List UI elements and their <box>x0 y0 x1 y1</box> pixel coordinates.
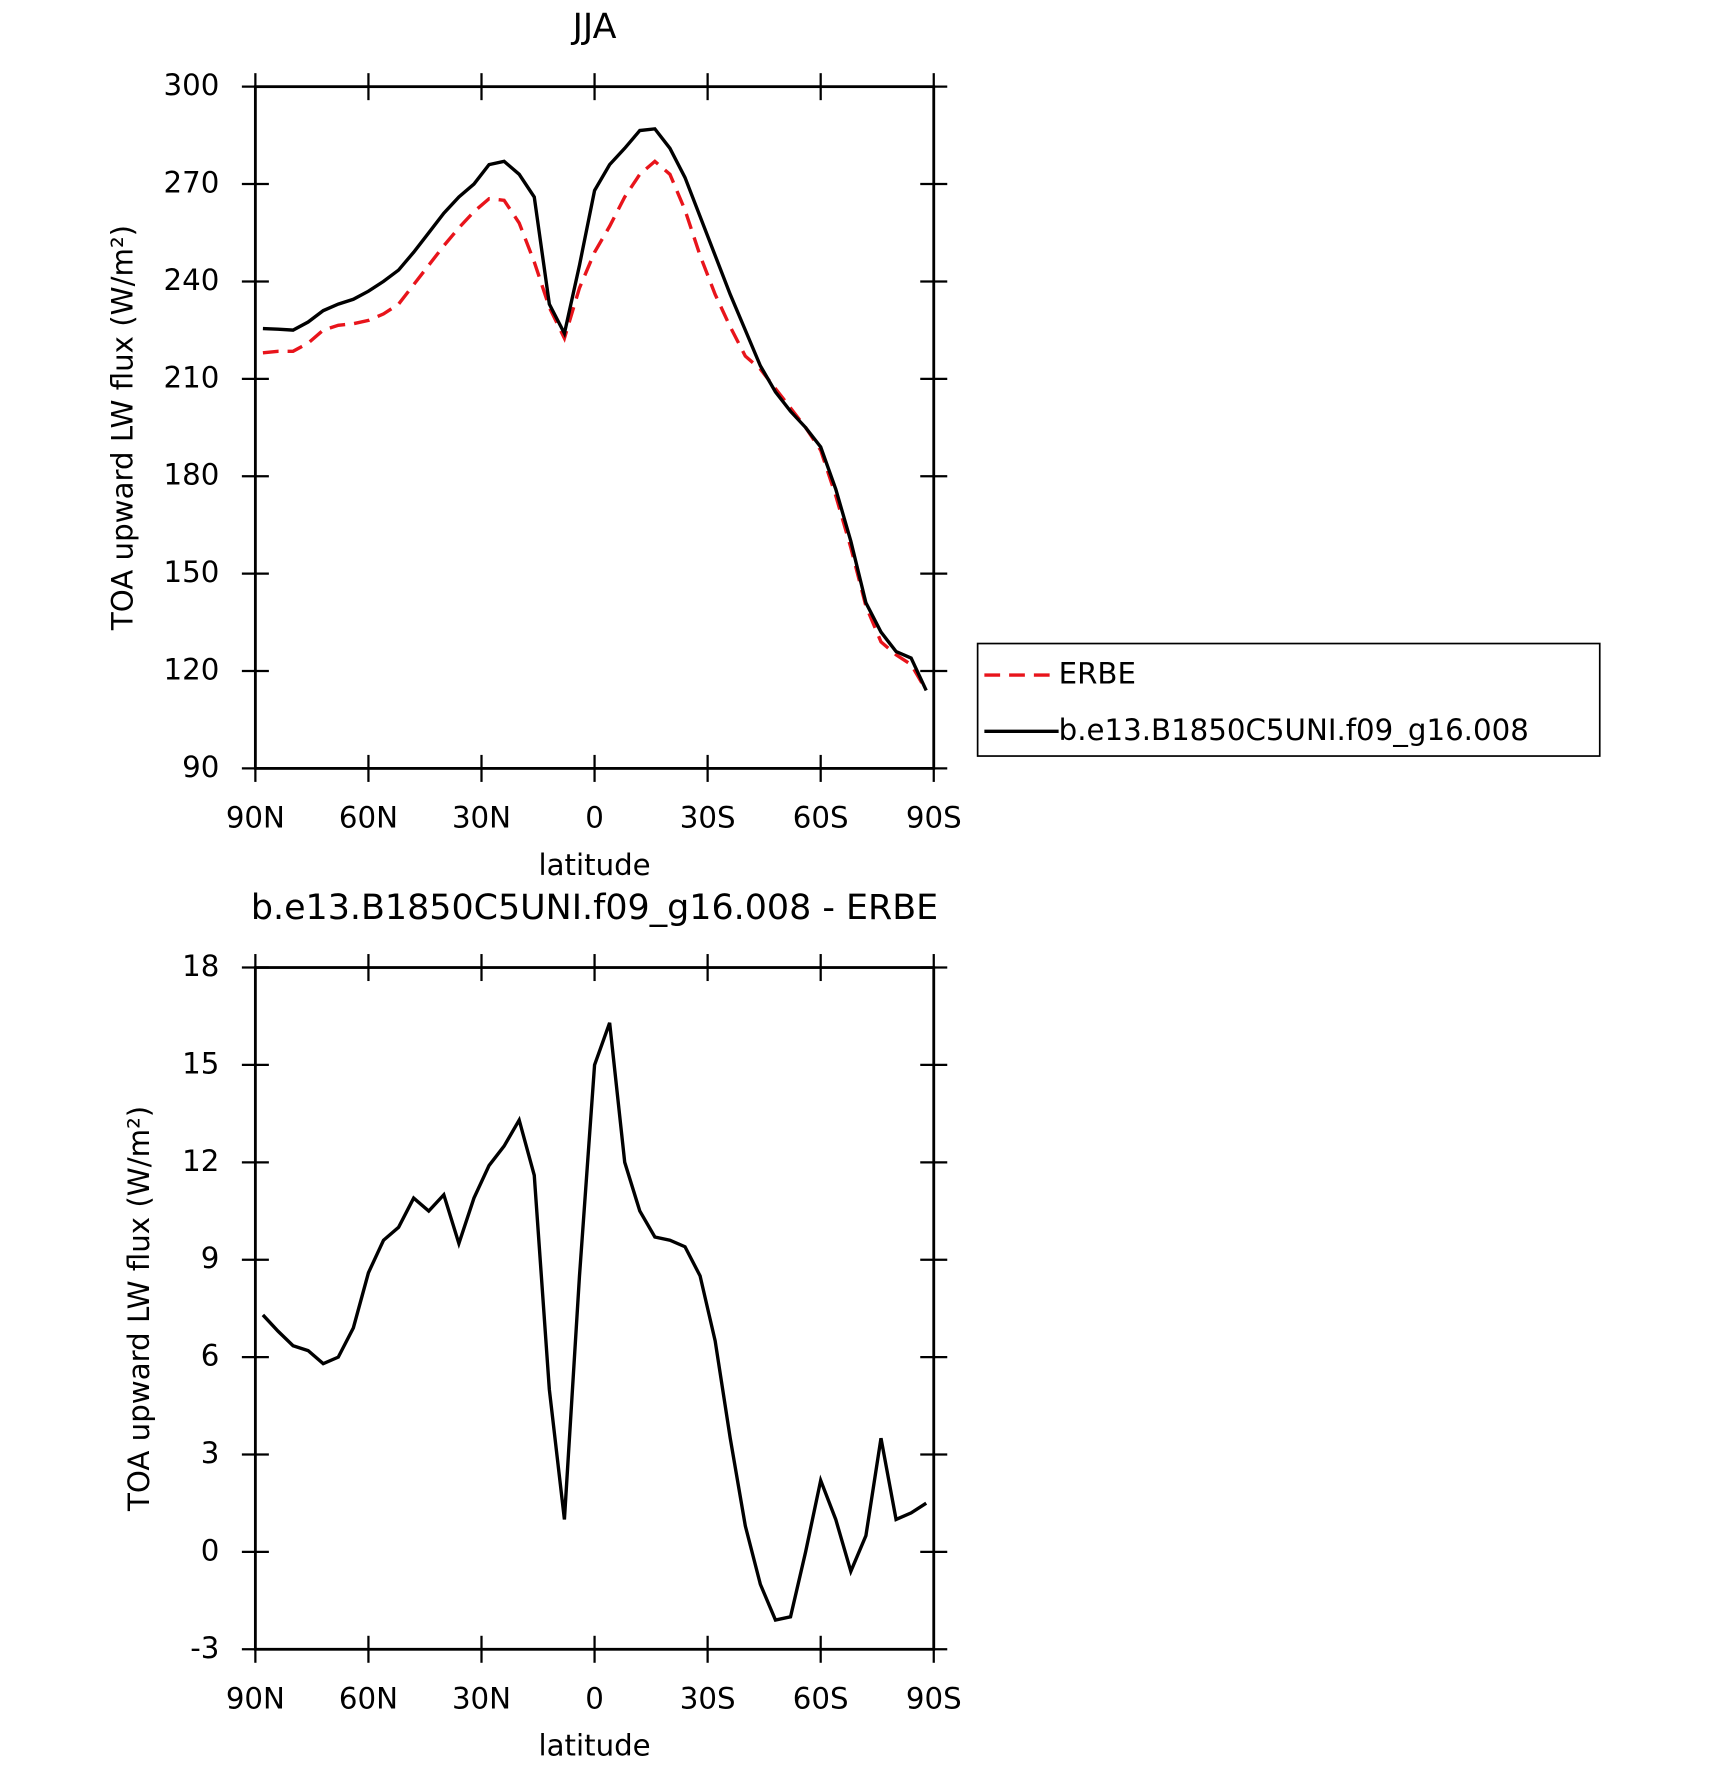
y-tick-label: 120 <box>164 653 220 687</box>
y-tick-label: 150 <box>164 555 220 589</box>
x-axis-label: latitude <box>538 1729 650 1763</box>
x-axis-label: latitude <box>538 848 650 882</box>
x-tick-label: 60S <box>793 1681 849 1715</box>
x-tick-label: 60S <box>793 801 849 835</box>
chart-title: b.e13.B1850C5UNI.f09_g16.008 - ERBE <box>251 888 938 928</box>
data-line <box>261 1022 928 1622</box>
chart-title: JJA <box>571 7 617 47</box>
y-tick-label: 300 <box>164 68 220 102</box>
x-tick-label: 30N <box>452 801 511 835</box>
y-axis-label: TOA upward LW flux (W/m²) <box>105 225 139 631</box>
x-tick-label: 30N <box>452 1681 511 1715</box>
y-tick-label: 180 <box>164 458 220 492</box>
y-tick-label: 0 <box>201 1533 220 1567</box>
data-line <box>262 127 928 692</box>
legend-label: b.e13.B1850C5UNI.f09_g16.008 <box>1059 713 1529 747</box>
y-tick-label: 18 <box>182 949 219 983</box>
y-tick-label: 90 <box>182 750 219 784</box>
legend-box <box>976 642 1601 757</box>
y-axis-label: TOA upward LW flux (W/m²) <box>122 1106 156 1512</box>
x-tick-label: 90S <box>906 1681 962 1715</box>
y-tick-label: 210 <box>164 360 220 394</box>
y-tick-label: 3 <box>201 1436 220 1470</box>
y-tick-label: 9 <box>201 1241 220 1275</box>
y-tick-label: 240 <box>164 263 220 297</box>
data-line <box>262 159 928 692</box>
y-tick-label: 270 <box>164 166 220 200</box>
y-tick-label: 15 <box>182 1046 219 1080</box>
y-tick-label: -3 <box>190 1631 219 1665</box>
legend-label: ERBE <box>1059 657 1136 691</box>
x-tick-label: 60N <box>339 801 398 835</box>
y-tick-label: 12 <box>182 1144 219 1178</box>
x-tick-label: 90S <box>906 801 962 835</box>
x-tick-label: 0 <box>585 801 604 835</box>
y-tick-label: 6 <box>201 1339 220 1373</box>
x-tick-label: 60N <box>339 1681 398 1715</box>
x-tick-label: 30S <box>680 801 736 835</box>
x-tick-label: 0 <box>585 1681 604 1715</box>
x-tick-label: 90N <box>226 1681 285 1715</box>
x-tick-label: 90N <box>226 801 285 835</box>
x-tick-label: 30S <box>680 1681 736 1715</box>
